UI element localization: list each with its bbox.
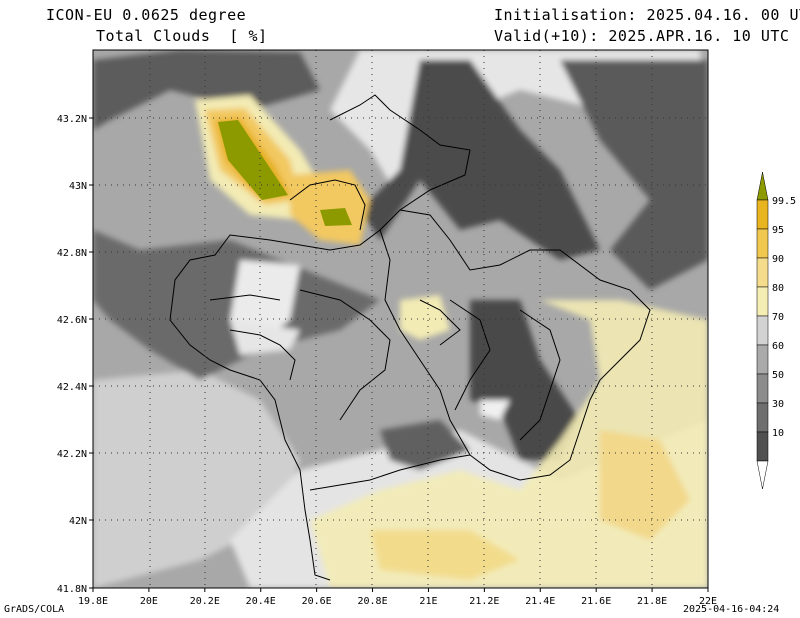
lat-tick-label: 43N xyxy=(69,181,87,192)
legend-swatch xyxy=(756,257,769,288)
lat-tick-label: 42.2N xyxy=(57,449,87,460)
legend-swatch xyxy=(756,199,769,230)
legend-swatch xyxy=(756,315,769,346)
init-time: Initialisation: 2025.04.16. 00 UTC xyxy=(494,6,800,24)
legend-label: 70 xyxy=(772,312,784,323)
model-title: ICON-EU 0.0625 degree xyxy=(46,6,247,24)
lat-tick-label: 42.6N xyxy=(57,315,87,326)
legend-label: 50 xyxy=(772,370,784,381)
lon-tick-label: 22E xyxy=(699,596,717,607)
lon-tick-label: 20.8E xyxy=(357,596,387,607)
legend-arrow-top xyxy=(756,171,769,201)
cloud-field xyxy=(93,50,708,588)
legend-swatch xyxy=(756,228,769,259)
timestamp-label: 2025-04-16-04:24 xyxy=(683,604,780,615)
lon-tick-label: 20.6E xyxy=(302,596,332,607)
lon-tick-label: 21.2E xyxy=(469,596,499,607)
lat-tick-labels: 43.2N 43N 42.8N 42.6N 42.4N 42.2N 42N 41.8N xyxy=(57,114,93,595)
legend-label: 60 xyxy=(772,341,784,352)
lat-tick-label: 42.8N xyxy=(57,248,87,259)
legend-label: 10 xyxy=(772,428,784,439)
legend-swatch xyxy=(756,286,769,317)
lon-tick-labels: 19.8E 20E 20.2E 20.4E 20.6E 20.8E 21E 21.2E 21.4… xyxy=(78,588,717,607)
lon-tick-label: 21.8E xyxy=(637,596,667,607)
lat-tick-label: 43.2N xyxy=(57,114,87,125)
lon-tick-label: 20E xyxy=(140,596,158,607)
legend-label: 90 xyxy=(772,254,784,265)
lat-tick-label: 41.8N xyxy=(57,584,87,595)
legend-arrow-bottom xyxy=(756,460,769,490)
lat-tick-label: 42N xyxy=(69,516,87,527)
variable-title: Total Clouds [ %] xyxy=(96,27,268,45)
legend-swatch xyxy=(756,373,769,404)
lon-tick-label: 21.6E xyxy=(581,596,611,607)
lat-tick-label: 42.4N xyxy=(57,382,87,393)
legend-swatch xyxy=(756,431,769,462)
legend-swatch xyxy=(756,344,769,375)
valid-time: Valid(+10): 2025.APR.16. 10 UTC xyxy=(494,27,790,45)
legend-label: 30 xyxy=(772,399,784,410)
lon-tick-label: 20.4E xyxy=(246,596,276,607)
legend-swatch xyxy=(756,402,769,433)
lon-tick-label: 20.2E xyxy=(190,596,220,607)
lon-tick-label: 19.8E xyxy=(78,596,108,607)
lon-tick-label: 21.4E xyxy=(525,596,555,607)
credit-label: GrADS/COLA xyxy=(4,604,65,615)
legend-label: 99.5 xyxy=(772,196,796,207)
legend-label: 80 xyxy=(772,283,784,294)
legend-label: 95 xyxy=(772,225,784,236)
lon-tick-label: 21E xyxy=(419,596,437,607)
legend: 99.5 95 90 80 70 60 50 30 10 xyxy=(756,171,796,490)
